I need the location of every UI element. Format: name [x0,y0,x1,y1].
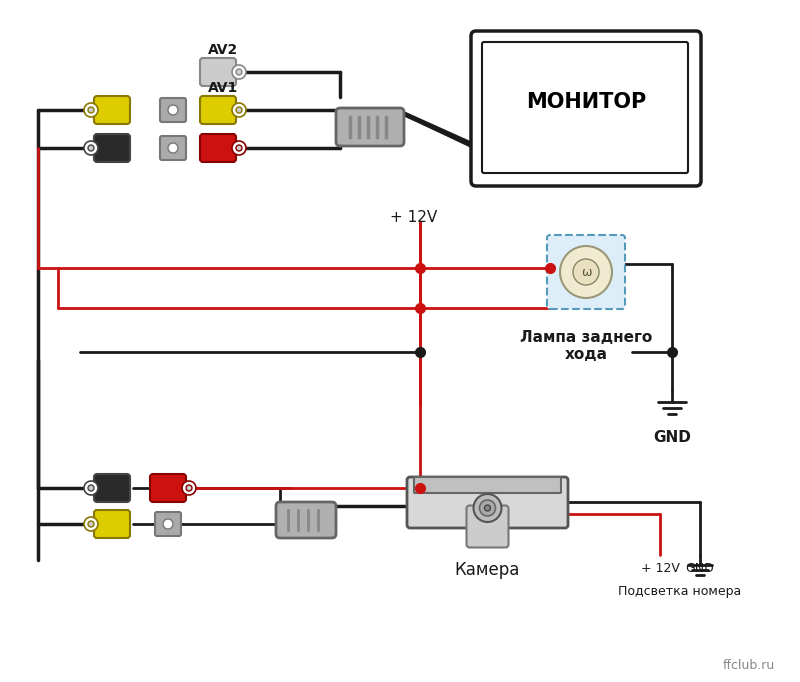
Circle shape [163,519,173,529]
Circle shape [232,65,246,79]
Circle shape [88,485,94,491]
FancyBboxPatch shape [155,512,181,536]
Circle shape [232,103,246,117]
Text: Лампа заднего
хода: Лампа заднего хода [520,330,652,362]
Circle shape [182,481,196,495]
Text: МОНИТОР: МОНИТОР [526,93,646,113]
FancyBboxPatch shape [150,474,186,502]
FancyBboxPatch shape [414,477,561,493]
FancyBboxPatch shape [547,235,625,309]
Circle shape [560,246,612,298]
FancyBboxPatch shape [160,136,186,160]
FancyBboxPatch shape [94,510,130,538]
Circle shape [88,107,94,113]
FancyBboxPatch shape [94,134,130,162]
Circle shape [186,485,192,491]
FancyBboxPatch shape [407,477,568,528]
Circle shape [168,105,178,115]
Text: + 12V: + 12V [641,562,679,575]
FancyBboxPatch shape [482,42,688,173]
Text: GND: GND [653,430,691,445]
Circle shape [84,481,98,495]
FancyBboxPatch shape [200,134,236,162]
Text: GND: GND [686,562,714,575]
Circle shape [88,521,94,527]
Text: Камера: Камера [455,561,520,579]
FancyBboxPatch shape [160,98,186,122]
Circle shape [84,517,98,531]
Circle shape [84,103,98,117]
Circle shape [236,69,242,75]
Circle shape [474,494,502,522]
FancyBboxPatch shape [94,474,130,502]
Text: AV2: AV2 [208,43,238,57]
FancyBboxPatch shape [471,31,701,186]
Text: AV1: AV1 [208,81,238,95]
FancyBboxPatch shape [466,505,509,548]
Circle shape [84,141,98,155]
FancyBboxPatch shape [200,96,236,124]
FancyBboxPatch shape [336,108,404,146]
Text: ω: ω [581,265,591,278]
Text: ffclub.ru: ffclub.ru [722,659,775,672]
Circle shape [236,107,242,113]
Circle shape [573,259,599,285]
FancyBboxPatch shape [94,96,130,124]
Circle shape [232,141,246,155]
Circle shape [88,145,94,151]
Circle shape [479,500,495,516]
Text: + 12V: + 12V [390,211,438,226]
Circle shape [168,143,178,153]
Circle shape [485,505,490,511]
Circle shape [236,145,242,151]
FancyBboxPatch shape [276,502,336,538]
FancyBboxPatch shape [200,58,236,86]
Text: Подсветка номера: Подсветка номера [618,585,742,598]
